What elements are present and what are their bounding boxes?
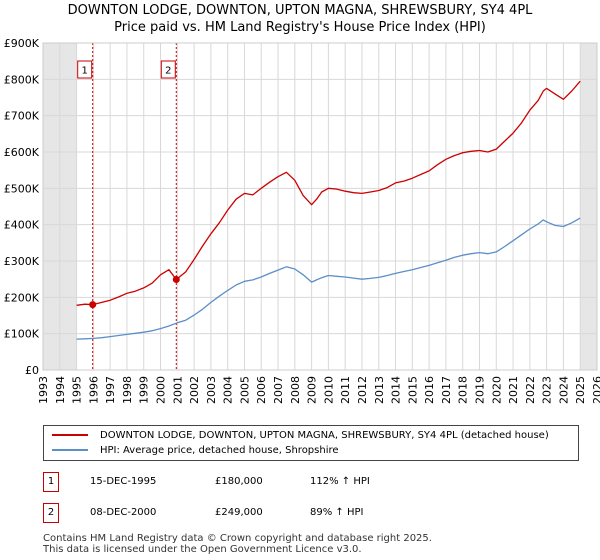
x-tick-label: 1995: [71, 376, 84, 404]
transaction-date: 08-DEC-2000: [90, 507, 157, 518]
x-tick-label: 1996: [87, 376, 100, 404]
x-tick-label: 2000: [155, 376, 168, 404]
chart-title: DOWNTON LODGE, DOWNTON, UPTON MAGNA, SHR…: [0, 2, 600, 36]
x-tick-label: 2017: [440, 376, 453, 404]
y-tick-label: £300K: [4, 255, 40, 268]
x-tick-label: 2014: [390, 376, 403, 404]
plot-frame: [42, 42, 598, 371]
legend-swatch-hpi: [52, 449, 88, 451]
x-tick-label: 2021: [507, 376, 520, 404]
title-line-1: DOWNTON LODGE, DOWNTON, UPTON MAGNA, SHR…: [67, 3, 533, 18]
x-tick-label: 2008: [289, 376, 302, 404]
y-tick-label: £200K: [4, 291, 40, 304]
legend: DOWNTON LODGE, DOWNTON, UPTON MAGNA, SHR…: [43, 425, 579, 461]
sale-number-box: [160, 60, 176, 79]
series-line-property: [76, 80, 581, 306]
footer-line-1: Contains HM Land Registry data © Crown c…: [43, 533, 432, 544]
transaction-date: 15-DEC-1995: [90, 476, 157, 487]
x-tick-label: 2024: [557, 376, 570, 404]
x-tick-label: 2011: [339, 376, 352, 404]
transaction-badge: 2: [43, 503, 59, 523]
y-tick-label: £600K: [4, 146, 40, 159]
x-tick-label: 2003: [205, 376, 218, 404]
sale-number-box: [77, 60, 93, 79]
x-tick-label: 2006: [255, 376, 268, 404]
x-tick-label: 1998: [121, 376, 134, 404]
y-tick-label: £400K: [4, 219, 40, 232]
legend-label-property: DOWNTON LODGE, DOWNTON, UPTON MAGNA, SHR…: [100, 430, 549, 441]
y-tick-label: £100K: [4, 328, 40, 341]
plot-background: [43, 43, 597, 370]
y-tick-label: £500K: [4, 182, 40, 195]
legend-swatch-property: [52, 434, 88, 436]
legend-label-hpi: HPI: Average price, detached house, Shro…: [100, 445, 339, 456]
x-tick-label: 2009: [306, 376, 319, 404]
y-tick-label: £900K: [4, 37, 40, 50]
x-tick-label: 2022: [524, 376, 537, 404]
x-tick-label: 2013: [373, 376, 386, 404]
footer-copyright: Contains HM Land Registry data © Crown c…: [43, 533, 432, 555]
x-tick-label: 2004: [222, 376, 235, 404]
x-tick-label: 2007: [272, 376, 285, 404]
x-tick-label: 2001: [171, 376, 184, 404]
x-tick-label: 2010: [322, 376, 335, 404]
x-tick-label: 2026: [591, 376, 600, 404]
x-tick-label: 2019: [473, 376, 486, 404]
y-tick-label: £800K: [4, 73, 40, 86]
sale-number-label: 2: [165, 66, 171, 77]
transaction-row: 2 08-DEC-2000 £249,000 89% ↑ HPI: [0, 503, 600, 523]
x-tick-label: 2016: [423, 376, 436, 404]
legend-item-property: DOWNTON LODGE, DOWNTON, UPTON MAGNA, SHR…: [52, 429, 549, 443]
x-tick-label: 2005: [238, 376, 251, 404]
x-tick-label: 2018: [457, 376, 470, 404]
sale-point: [89, 301, 97, 309]
footer-line-2: This data is licensed under the Open Gov…: [43, 544, 362, 555]
shaded-range: [580, 43, 597, 370]
x-tick-label: 1993: [37, 376, 50, 404]
title-line-2: Price paid vs. HM Land Registry's House …: [114, 20, 486, 35]
y-tick-label: £0: [25, 364, 39, 377]
x-tick-label: 2023: [541, 376, 554, 404]
transaction-row: 1 15-DEC-1995 £180,000 112% ↑ HPI: [0, 472, 600, 492]
x-tick-label: 1999: [138, 376, 151, 404]
x-tick-label: 1994: [54, 376, 67, 404]
price-chart: 1 2 £0 £100K £200K £300K £400K £500K £600K £700K £…: [4, 37, 600, 404]
transaction-hpi-change: 112% ↑ HPI: [310, 476, 370, 487]
transaction-price: £180,000: [215, 476, 263, 487]
x-tick-label: 2020: [490, 376, 503, 404]
transaction-hpi-change: 89% ↑ HPI: [310, 507, 364, 518]
x-tick-label: 2012: [356, 376, 369, 404]
sale-number-label: 1: [82, 66, 88, 77]
y-tick-label: £700K: [4, 110, 40, 123]
transaction-price: £249,000: [215, 507, 263, 518]
transaction-badge: 1: [43, 472, 59, 492]
x-tick-label: 1997: [104, 376, 117, 404]
x-tick-label: 2002: [188, 376, 201, 404]
x-tick-label: 2025: [574, 376, 587, 404]
x-tick-label: 2015: [406, 376, 419, 404]
legend-item-hpi: HPI: Average price, detached house, Shro…: [52, 444, 339, 458]
series-line-hpi: [76, 217, 581, 340]
sale-point: [172, 276, 180, 284]
